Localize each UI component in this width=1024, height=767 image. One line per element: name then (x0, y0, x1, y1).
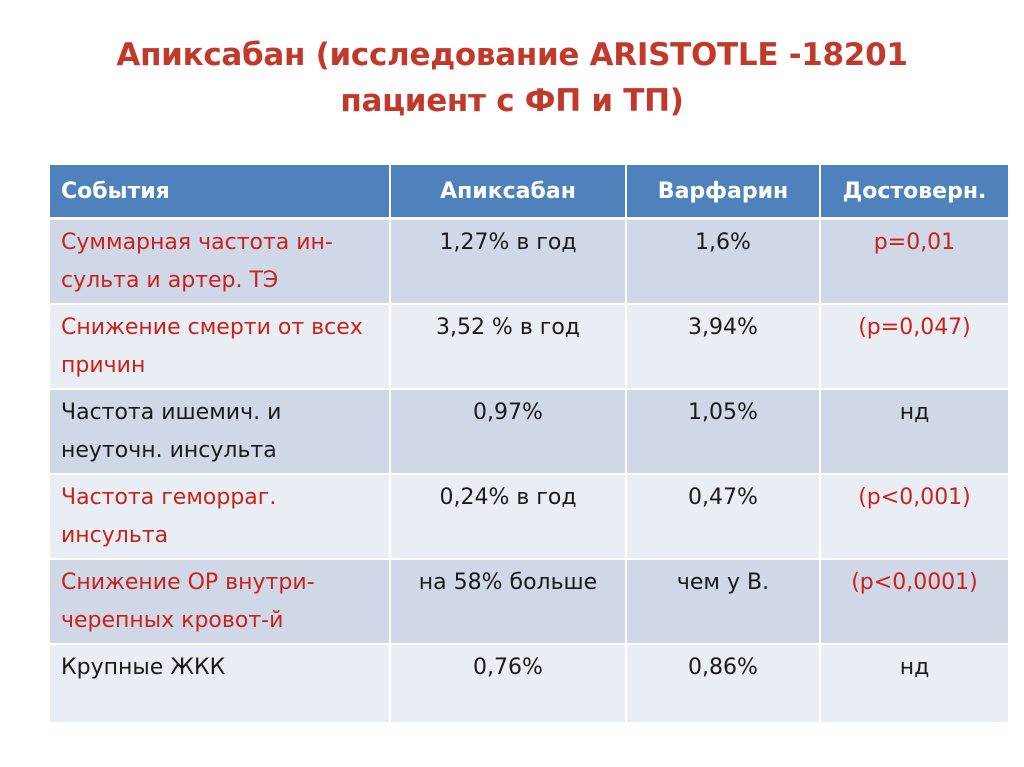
cell-event: Суммарная частота ин-сульта и артер. ТЭ (50, 218, 391, 305)
cell-significance: (р=0,047) (820, 304, 1008, 390)
header-significance: Достоверн. (820, 165, 1008, 220)
cell-significance: р=0,01 (820, 218, 1008, 305)
cell-significance: (р<0,0001) (820, 559, 1008, 645)
cell-event: Частота ишемич. и неуточн. инсульта (50, 389, 391, 475)
cell-apixaban: 3,52 % в год (390, 304, 627, 390)
cell-warfarin: чем у В. (626, 559, 821, 645)
cell-apixaban: 0,24% в год (390, 474, 627, 560)
cell-warfarin: 3,94% (626, 304, 821, 390)
cell-warfarin: 0,86% (626, 644, 821, 724)
header-warfarin: Варфарин (626, 165, 821, 220)
cell-event: Снижение ОР внутри-черепных кровот-й (50, 559, 391, 645)
cell-apixaban: 1,27% в год (390, 218, 627, 305)
table-row: Крупные ЖКК 0,76% 0,86% нд (50, 644, 1008, 724)
cell-warfarin: 0,47% (626, 474, 821, 560)
slide-title-line-1: Апиксабан (исследование ARISTOTLE -18201 (116, 37, 908, 73)
table-row: Снижение смерти от всех причин 3,52 % в г… (50, 304, 1008, 390)
cell-apixaban: на 58% больше (390, 559, 627, 645)
header-apixaban: Апиксабан (390, 165, 627, 220)
cell-event: Крупные ЖКК (50, 644, 391, 724)
header-events: События (50, 165, 391, 220)
table-row: Частота геморраг. инсульта 0,24% в год 0,4… (50, 474, 1008, 560)
cell-significance: (р<0,001) (820, 474, 1008, 560)
cell-event: Снижение смерти от всех причин (50, 304, 391, 390)
table-header-row: События Апиксабан Варфарин Достоверн. (50, 165, 1008, 220)
table-row: Частота ишемич. и неуточн. инсульта 0,97%… (50, 389, 1008, 475)
table-row: Суммарная частота ин-сульта и артер. ТЭ 1… (50, 218, 1008, 305)
table-row: Снижение ОР внутри-черепных кровот-й на 5… (50, 559, 1008, 645)
cell-apixaban: 0,76% (390, 644, 627, 724)
slide-title-line-2: пациент с ФП и ТП) (340, 83, 684, 119)
cell-warfarin: 1,05% (626, 389, 821, 475)
cell-event: Частота геморраг. инсульта (50, 474, 391, 560)
comparison-table: События Апиксабан Варфарин Достоверн. Су… (50, 165, 1008, 724)
cell-significance: нд (820, 644, 1008, 724)
slide-title: Апиксабан (исследование ARISTOTLE -18201… (0, 32, 1024, 124)
cell-significance: нд (820, 389, 1008, 475)
cell-warfarin: 1,6% (626, 218, 821, 305)
cell-apixaban: 0,97% (390, 389, 627, 475)
